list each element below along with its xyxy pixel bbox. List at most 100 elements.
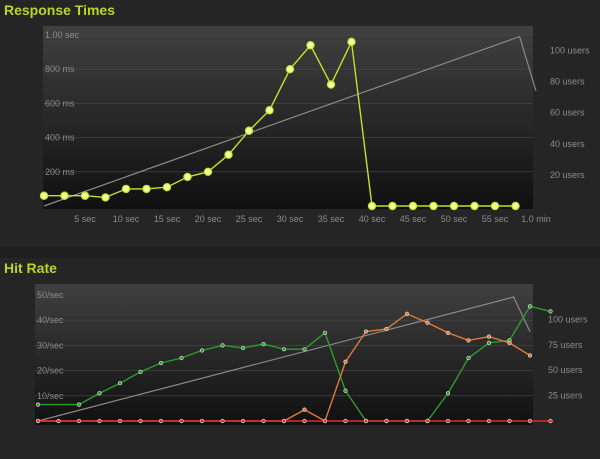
data-point	[35, 418, 41, 424]
x-tick-label: 15 sec	[154, 214, 181, 224]
data-point	[158, 418, 164, 424]
data-point	[363, 329, 369, 334]
plot-area	[43, 26, 533, 209]
data-point	[117, 418, 123, 424]
data-point	[486, 340, 492, 345]
y-left-tick-label: 400 ms	[45, 133, 75, 143]
x-tick-label: 25 sec	[236, 214, 263, 224]
data-point	[326, 80, 336, 89]
x-tick-label: 5 sec	[74, 214, 96, 224]
data-point	[285, 64, 295, 74]
data-point	[60, 191, 69, 200]
y-left-tick-label: 800 ms	[45, 64, 75, 74]
data-point	[220, 418, 225, 424]
y-left-tick-label: 200 ms	[45, 167, 75, 177]
data-point	[203, 167, 213, 176]
series-line	[38, 313, 531, 423]
y-left-tick-label: 1.00 sec	[45, 30, 80, 40]
hit-rate-title: Hit Rate	[4, 260, 57, 276]
x-tick-label: 35 sec	[318, 214, 345, 224]
data-point	[470, 201, 479, 211]
x-tick-label: 50 sec	[441, 214, 468, 224]
y-left-tick-label: 50/sec	[37, 290, 64, 300]
data-point	[507, 418, 512, 424]
data-point	[548, 418, 553, 424]
data-point	[179, 355, 184, 361]
data-point	[101, 193, 110, 202]
data-point	[199, 418, 205, 424]
data-point	[138, 369, 143, 374]
data-point	[97, 418, 102, 424]
data-point	[466, 418, 471, 424]
data-point	[384, 326, 389, 332]
data-point	[80, 191, 90, 200]
x-tick-label: 1.0 min	[521, 214, 551, 224]
data-point	[527, 418, 533, 424]
data-point	[445, 391, 451, 396]
data-point	[404, 418, 410, 424]
data-point	[322, 330, 328, 335]
y-left-tick-label: 20/sec	[37, 366, 64, 376]
data-point	[527, 353, 533, 358]
data-point	[384, 418, 389, 424]
data-point	[240, 418, 246, 424]
y-left-tick-label: 10/sec	[37, 391, 64, 401]
x-tick-label: 20 sec	[195, 214, 222, 224]
y-right-tick-label: 60 users	[550, 108, 585, 118]
x-tick-label: 55 sec	[482, 214, 509, 224]
y-left-tick-label: 30/sec	[37, 340, 64, 350]
data-point	[306, 41, 315, 50]
data-point	[179, 418, 184, 424]
data-point	[121, 184, 131, 194]
data-point	[76, 402, 82, 407]
data-point	[363, 418, 369, 424]
data-point	[404, 311, 410, 317]
y-right-tick-label: 40 users	[550, 139, 585, 149]
data-point	[548, 309, 553, 314]
data-point	[199, 348, 205, 353]
data-point	[261, 342, 266, 347]
x-tick-label: 45 sec	[400, 214, 427, 224]
data-point	[240, 345, 246, 351]
data-point	[224, 150, 233, 159]
data-point	[466, 338, 471, 343]
x-tick-label: 40 sec	[359, 214, 386, 224]
users-line	[37, 296, 531, 422]
data-point	[97, 391, 102, 396]
data-point	[39, 191, 49, 200]
data-point	[486, 334, 492, 339]
data-point	[347, 37, 356, 47]
data-point	[343, 388, 348, 393]
data-point	[220, 343, 225, 348]
response-times-chart: 1.00 sec 800 ms 600 ms 400 ms 200 ms 100 user…	[39, 26, 590, 224]
data-point	[138, 418, 143, 424]
y-left-tick-label: 600 ms	[45, 98, 75, 108]
data-point	[281, 347, 287, 352]
data-point	[367, 201, 377, 211]
data-point	[302, 347, 307, 352]
data-point	[429, 201, 438, 211]
data-point	[76, 418, 82, 424]
y-right-tick-label: 100 users	[550, 46, 590, 56]
users-line	[43, 35, 537, 207]
y-right-tick-label: 80 users	[550, 77, 585, 87]
y-right-tick-label: 20 users	[550, 170, 585, 180]
y-right-tick-label: 100 users	[548, 314, 588, 324]
hit-rate-chart: 50/sec 40/sec 30/sec 20/sec 10/sec 100 users 7…	[35, 284, 588, 425]
data-point	[507, 340, 512, 345]
data-point	[486, 418, 492, 424]
data-point	[183, 172, 192, 182]
data-point	[449, 201, 459, 211]
x-tick-label: 30 sec	[277, 214, 304, 224]
data-point	[466, 355, 471, 361]
data-point	[162, 182, 172, 192]
data-point	[56, 418, 61, 424]
y-right-tick-label: 50 users	[548, 365, 583, 375]
response-times-title: Response Times	[4, 2, 116, 18]
data-point	[322, 418, 328, 424]
y-right-tick-label: 25 users	[548, 391, 583, 401]
data-point	[35, 402, 41, 407]
data-point	[265, 106, 274, 115]
data-point	[388, 201, 397, 211]
data-point	[244, 126, 254, 135]
